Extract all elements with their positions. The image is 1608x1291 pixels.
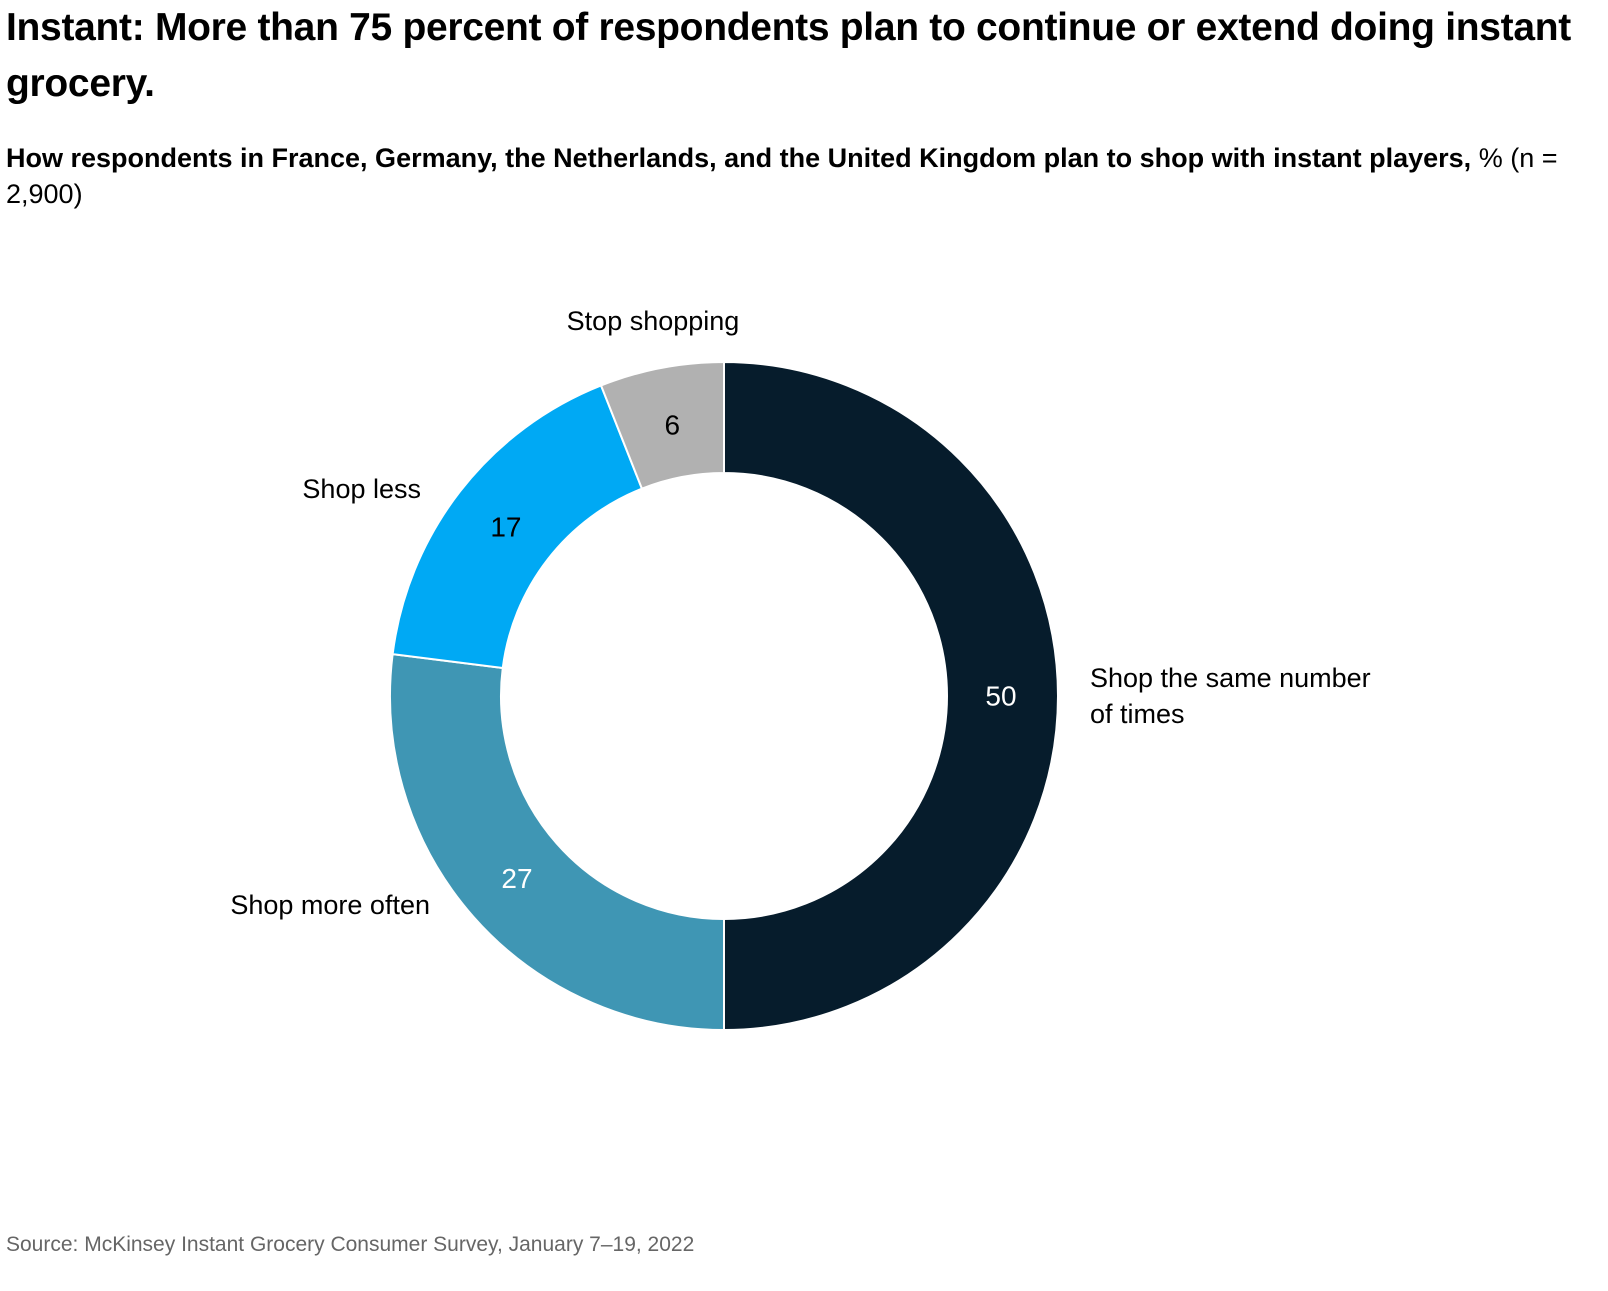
subtitle-unit: % (n = 2,900) (6, 143, 1558, 209)
donut-value-label: 17 (490, 511, 521, 542)
donut-value-labels: 50 27 17 6 (490, 409, 1016, 894)
donut-category-label: Shop less (302, 474, 421, 504)
chart-title: Instant: More than 75 percent of respond… (6, 6, 1571, 105)
source-note: Source: McKinsey Instant Grocery Consume… (6, 1233, 695, 1256)
donut-value-label: 50 (985, 681, 1016, 712)
donut-value-label: 6 (664, 409, 680, 440)
donut-category-label: Shop the same number of times (1090, 663, 1371, 729)
chart-subtitle: How respondents in France, Germany, the … (6, 140, 1566, 212)
donut-category-label: Shop more often (230, 890, 430, 920)
donut-slice-shop-more-often (389, 653, 725, 1032)
subtitle-bold: How respondents in France, Germany, the … (6, 143, 1472, 173)
donut-slice-shop-the-same-number-of-times (723, 360, 1059, 1032)
donut-category-labels: Shop the same number of times Shop more of… (230, 306, 1370, 920)
donut-value-label: 27 (501, 863, 532, 894)
donut-slice-stop-shopping (599, 360, 725, 490)
donut-category-label: Stop shopping (567, 306, 740, 336)
donut-slices (389, 360, 1059, 1032)
